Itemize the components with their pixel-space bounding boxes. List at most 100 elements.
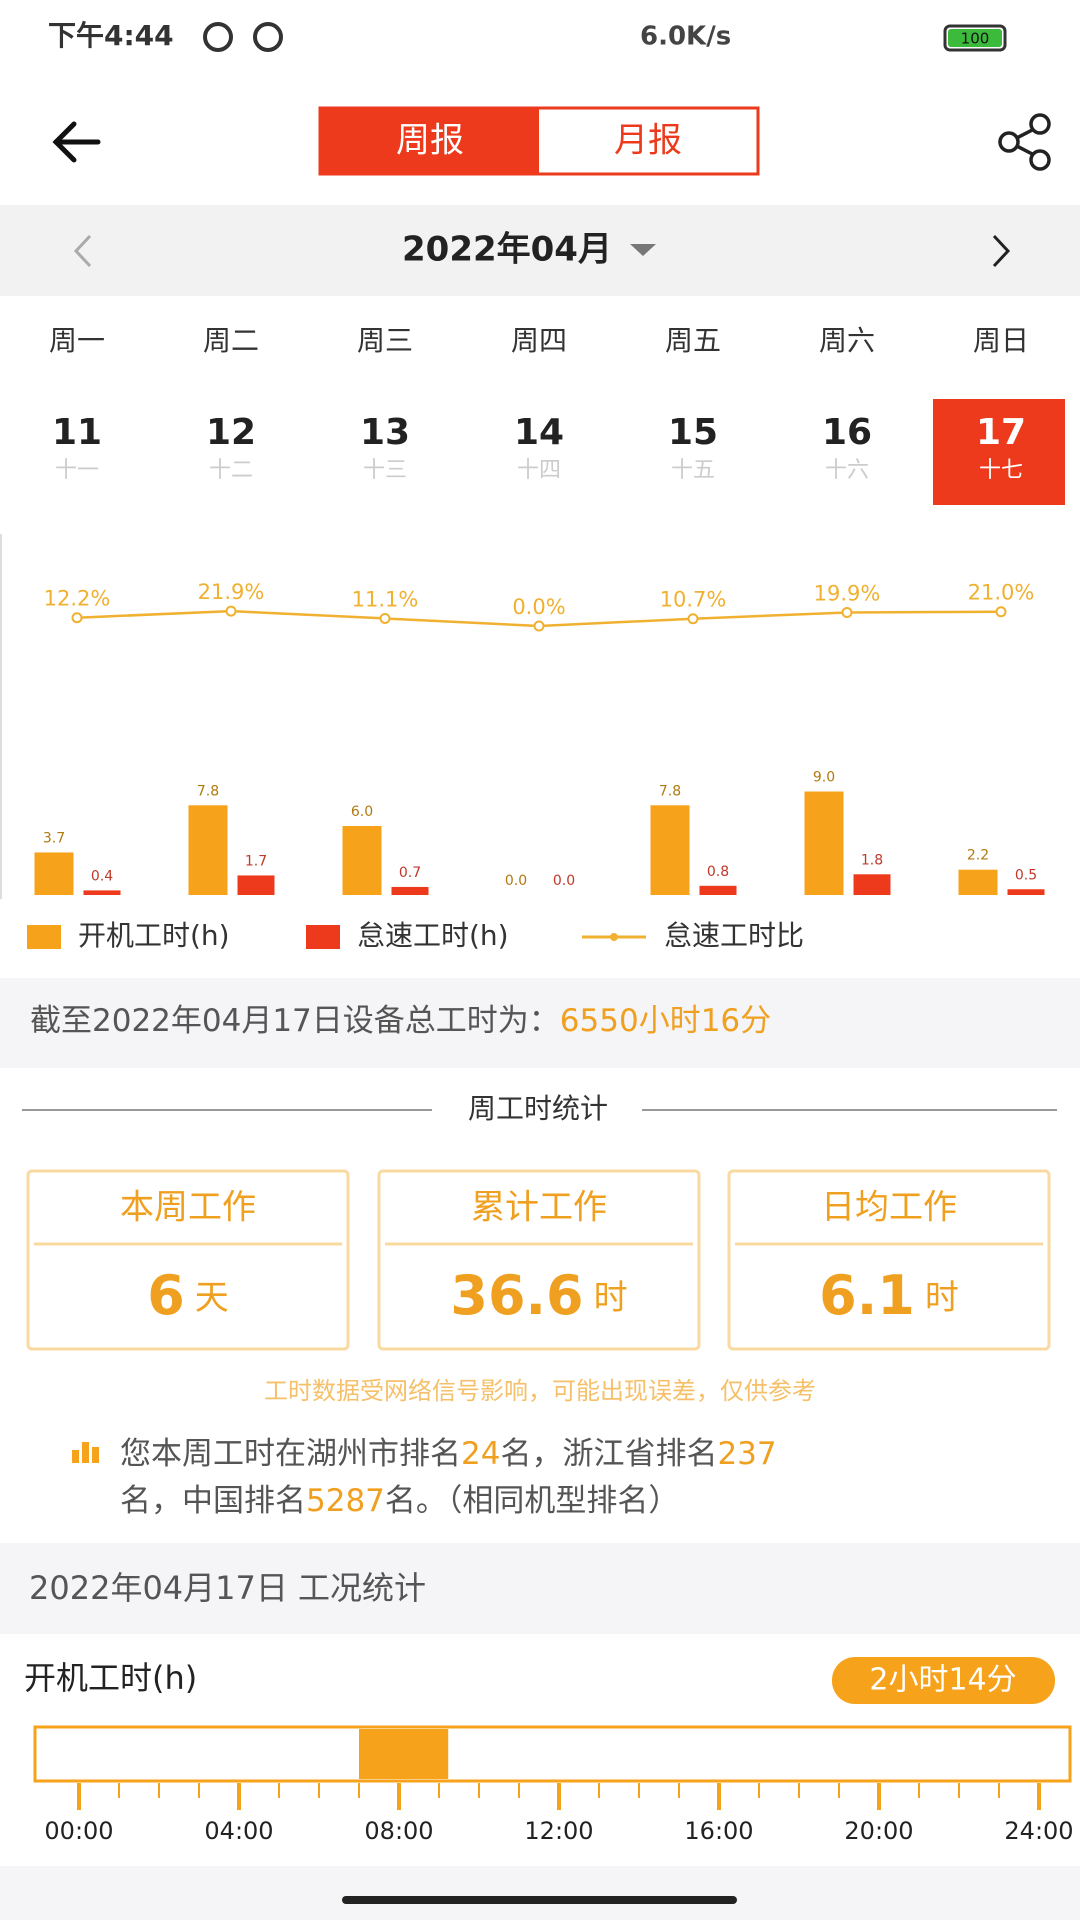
tab-week[interactable]: 周报 [396,121,464,161]
tab-active[interactable] [320,108,539,174]
legend-swatch [306,925,340,949]
bar [342,826,382,895]
ratio-label: 21.9% [198,580,265,604]
date[interactable]: 16 [822,412,872,453]
back-button[interactable] [52,121,101,163]
bar-label: 7.8 [659,783,681,799]
rank-text: 名，中国排名5287名。（相同机型排名） [120,1483,679,1519]
time-label: 00:00 [44,1817,113,1845]
legend-dot [610,933,618,941]
date[interactable]: 15 [668,412,718,453]
status-icons [203,22,283,52]
home-indicator [342,1896,737,1904]
month-dropdown[interactable] [630,244,656,256]
time-label: 08:00 [364,1817,433,1845]
card-unit: 天 [195,1278,229,1318]
battery-text: 100 [961,30,990,48]
selected-day [933,399,1065,505]
bar [237,875,275,895]
month-label[interactable]: 2022年04月 [402,230,612,270]
card-number: 6.1 [819,1264,915,1327]
date[interactable]: 11 [52,412,102,453]
prev-month[interactable] [73,234,92,268]
card-title: 日均工作 [821,1188,957,1228]
rank-part: 名。（相同机型排名） [385,1483,680,1519]
date[interactable]: 12 [206,412,256,453]
bar [853,874,891,895]
stat-card [727,1169,1051,1351]
rank-number: 5287 [306,1483,385,1519]
bar [650,805,690,895]
stat-card [377,1169,701,1351]
weekday: 周二 [203,324,259,357]
summary-label: 截至2022年04月17日设备总工时为： [30,1003,560,1039]
lunar: 十三 [363,458,407,483]
bar [699,885,737,895]
stat-card [26,1169,350,1351]
date[interactable]: 14 [514,412,564,453]
bar-label: 6.0 [351,804,373,820]
summary-band [0,978,1080,1068]
ratio-dot [841,606,853,618]
share-button[interactable] [998,113,1051,171]
ratio-dot [379,612,391,624]
ratio-dot [995,606,1007,618]
battery-outline [943,24,1007,52]
weekday: 周五 [665,324,721,357]
rank-text: 您本周工时在湖州市排名24名，浙江省排名237 [120,1436,777,1472]
card-title: 本周工作 [120,1188,256,1228]
ratio-label: 11.1% [352,587,419,611]
weekday: 周三 [357,324,413,357]
section-title: 周工时统计 [468,1092,608,1125]
total-badge [832,1657,1055,1704]
weekday: 周四 [511,324,567,357]
rank-part: 名，中国排名 [120,1483,306,1519]
ratio-label: 0.0% [512,595,565,619]
bar [958,869,998,895]
time-label: 24:00 [1004,1817,1073,1845]
time-label: 20:00 [844,1817,913,1845]
weekday: 周日 [973,324,1029,357]
legend-swatch [27,925,61,949]
time-label: 12:00 [524,1817,593,1845]
legend-label: 怠速工时(h) [357,919,509,952]
status-speed: 6.0K/s [640,22,731,52]
bottom-band [0,1866,1080,1920]
lunar: 十七 [979,458,1023,483]
bar-label: 0.8 [707,864,729,880]
summary-text: 截至2022年04月17日设备总工时为：6550小时16分 [30,1003,771,1039]
card-value: 36.6 时 [450,1264,627,1327]
lunar: 十六 [825,458,869,483]
tab-month[interactable]: 月报 [614,121,682,161]
rank-part: 您本周工时在湖州市排名 [120,1436,461,1472]
note: 工时数据受网络信号影响，可能出现误差，仅供参考 [264,1377,816,1405]
bar-label: 1.7 [245,853,267,869]
card-unit: 时 [925,1278,959,1318]
summary-value: 6550小时16分 [560,1003,771,1039]
bar-label: 1.8 [861,852,883,868]
lunar: 十一 [55,458,99,483]
timeline-box [33,1725,1072,1783]
bar [188,805,228,895]
daily-title: 2022年04月17日 工况统计 [29,1569,426,1607]
total-text: 2小时14分 [869,1663,1016,1698]
time-label: 04:00 [204,1817,273,1845]
date[interactable]: 17 [976,412,1026,453]
bar-label: 0.0 [553,873,575,889]
date[interactable]: 13 [360,412,410,453]
legend-label: 怠速工时比 [664,919,804,952]
bar [391,886,429,895]
time-label: 16:00 [684,1817,753,1845]
lunar: 十四 [517,458,561,483]
daily-band [0,1543,1080,1634]
ratio-label: 19.9% [814,581,881,605]
bar-label: 9.0 [813,770,835,786]
bar [1007,889,1045,895]
bar-label: 2.2 [967,848,989,864]
card-title: 累计工作 [471,1188,607,1228]
lunar: 十五 [671,458,715,483]
ratio-label: 12.2% [44,587,111,611]
next-month[interactable] [992,234,1011,268]
